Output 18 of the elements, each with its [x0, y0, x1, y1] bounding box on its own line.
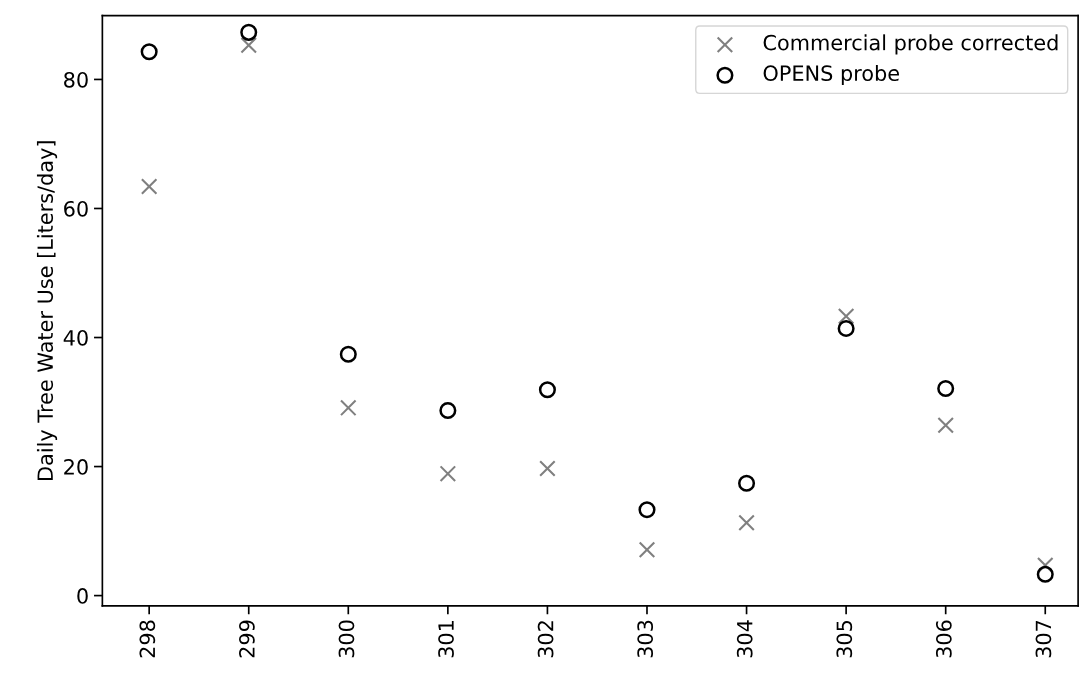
x-tick-label: 303	[637, 620, 654, 658]
y-tick-label: 40	[63, 329, 88, 346]
x-tick-label: 302	[537, 621, 554, 658]
x-tick-label: 304	[736, 620, 753, 658]
y-tick-label: 0	[77, 588, 88, 604]
legend-label: Commercial probe corrected	[763, 34, 1058, 55]
y-tick-label: 20	[64, 459, 88, 475]
x-tick-label: 305	[836, 620, 853, 658]
y-axis-title: Daily Tree Water Use [Liters/day]	[36, 141, 58, 480]
x-tick-label: 300	[338, 620, 355, 658]
y-tick-label: 80	[64, 71, 88, 88]
legend-label: OPENS probe	[763, 64, 899, 86]
x-tick-label: 299	[239, 620, 255, 658]
y-tick-label: 60	[64, 200, 88, 217]
x-tick-label: 301	[438, 621, 454, 658]
x-tick-label: 307	[1035, 620, 1052, 658]
x-tick-label: 306	[935, 620, 952, 658]
x-tick-label: 298	[139, 620, 156, 658]
